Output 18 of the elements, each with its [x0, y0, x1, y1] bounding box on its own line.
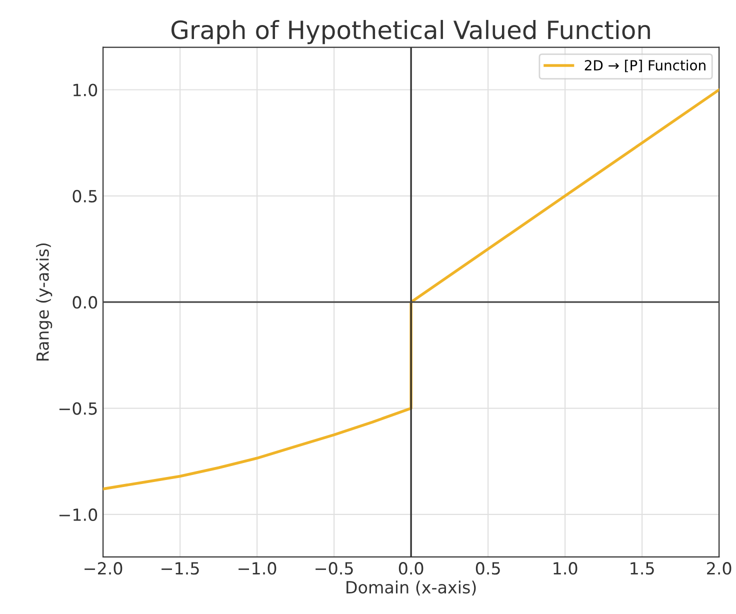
x-axis-title: Domain (x-axis) — [346, 580, 476, 596]
legend-label: 2D → [P] Function — [584, 60, 706, 72]
chart-title: Graph of Hypothetical Valued Function — [171, 20, 650, 44]
x-tick-label: 1.0 — [554, 562, 578, 575]
x-tick-label: 2.0 — [707, 562, 732, 575]
x-tick-label: −2.0 — [84, 562, 122, 575]
y-tick-label: −0.5 — [59, 402, 97, 415]
x-tick-label: 1.5 — [630, 562, 654, 575]
x-tick-label: −1.0 — [238, 562, 276, 575]
x-tick-label: 0.0 — [398, 562, 424, 575]
x-tick-label: −0.5 — [316, 562, 353, 575]
y-tick-label: 0.5 — [72, 190, 97, 202]
x-tick-label: −1.5 — [162, 562, 199, 575]
y-axis-title: Range (y-axis) — [36, 243, 52, 360]
y-tick-label: 0.0 — [72, 296, 98, 309]
y-tick-label: 1.0 — [74, 84, 98, 96]
y-tick-label: −1.0 — [59, 508, 98, 521]
x-tick-label: 0.5 — [476, 562, 500, 575]
